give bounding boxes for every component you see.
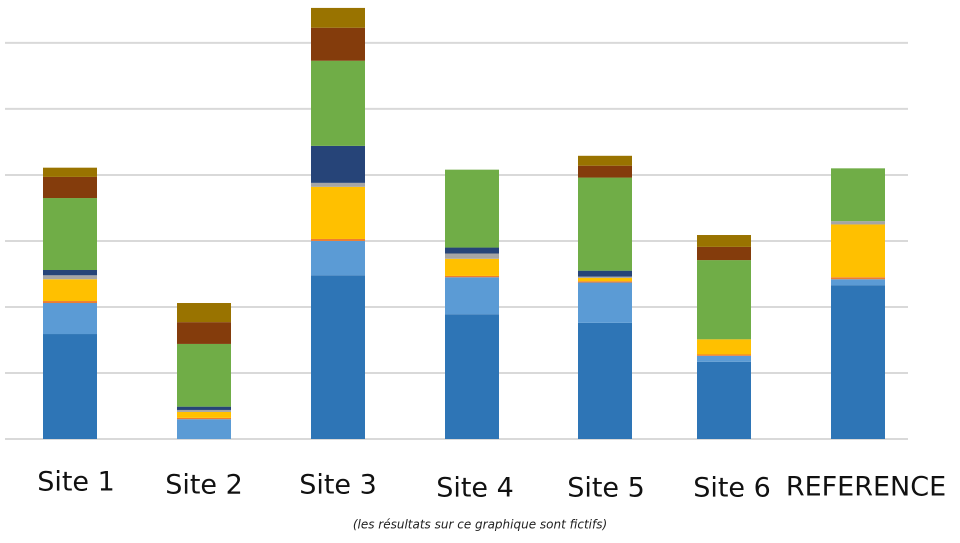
bar-segment — [831, 224, 885, 278]
x-tick-label: REFERENCE — [786, 472, 946, 503]
bar-segment — [578, 276, 632, 278]
bar-segment — [831, 279, 885, 286]
bar-segment — [445, 258, 499, 276]
bar-segment — [177, 322, 231, 344]
footnote: (les résultats sur ce graphique sont fic… — [353, 518, 607, 532]
bar-segment — [311, 60, 365, 146]
bar-segment — [831, 285, 885, 439]
bar-segment — [177, 409, 231, 412]
bar-segment — [177, 419, 231, 439]
bar-segment — [831, 277, 885, 280]
bar-segment — [311, 27, 365, 61]
bar-segment — [43, 198, 97, 271]
bar-segment — [578, 177, 632, 271]
bar-segment — [578, 277, 632, 282]
bar-segment — [831, 221, 885, 225]
bar-segment — [177, 411, 231, 418]
bar-segment — [43, 176, 97, 199]
bar-segment — [578, 270, 632, 277]
bar-segment — [43, 167, 97, 177]
bar-segment — [311, 186, 365, 239]
x-tick-label: Site 5 — [567, 473, 645, 504]
bar-segment — [311, 240, 365, 276]
bar-segment — [578, 322, 632, 439]
bar-segment — [311, 275, 365, 439]
x-tick-label: Site 4 — [436, 473, 514, 504]
bar-segment — [311, 182, 365, 187]
bar-segment — [177, 343, 231, 407]
bar-segment — [445, 253, 499, 259]
bar-segment — [445, 247, 499, 254]
bar-segment — [697, 246, 751, 261]
bar-segment — [43, 279, 97, 302]
bar-segment — [578, 155, 632, 166]
bar-segment — [445, 169, 499, 248]
bar-segment — [445, 275, 499, 278]
bar-segment — [311, 7, 365, 28]
bar-segment — [43, 270, 97, 276]
bar-segment — [311, 238, 365, 241]
bar-segment — [43, 303, 97, 335]
bar-segment — [578, 165, 632, 178]
bar-segment — [43, 275, 97, 280]
bar-segment — [43, 334, 97, 439]
bar-segment — [578, 282, 632, 323]
bar-segment — [697, 260, 751, 340]
bar-segment — [311, 145, 365, 183]
bar-segment — [697, 355, 751, 362]
bar-segment — [177, 303, 231, 323]
bar-segment — [697, 235, 751, 247]
bar-segment — [445, 314, 499, 439]
x-tick-label: Site 1 — [37, 467, 115, 498]
bar-segment — [697, 361, 751, 439]
bar-segment — [43, 301, 97, 304]
bar-segment — [177, 406, 231, 410]
x-tick-label: Site 3 — [299, 470, 377, 501]
x-tick-label: Site 2 — [165, 470, 243, 501]
bar-segment — [578, 281, 632, 283]
bar-segment — [177, 417, 231, 420]
bar-segment — [697, 339, 751, 355]
bar-segment — [831, 168, 885, 222]
bar-segment — [697, 354, 751, 356]
bar-segment — [445, 277, 499, 315]
x-tick-label: Site 6 — [693, 473, 771, 504]
